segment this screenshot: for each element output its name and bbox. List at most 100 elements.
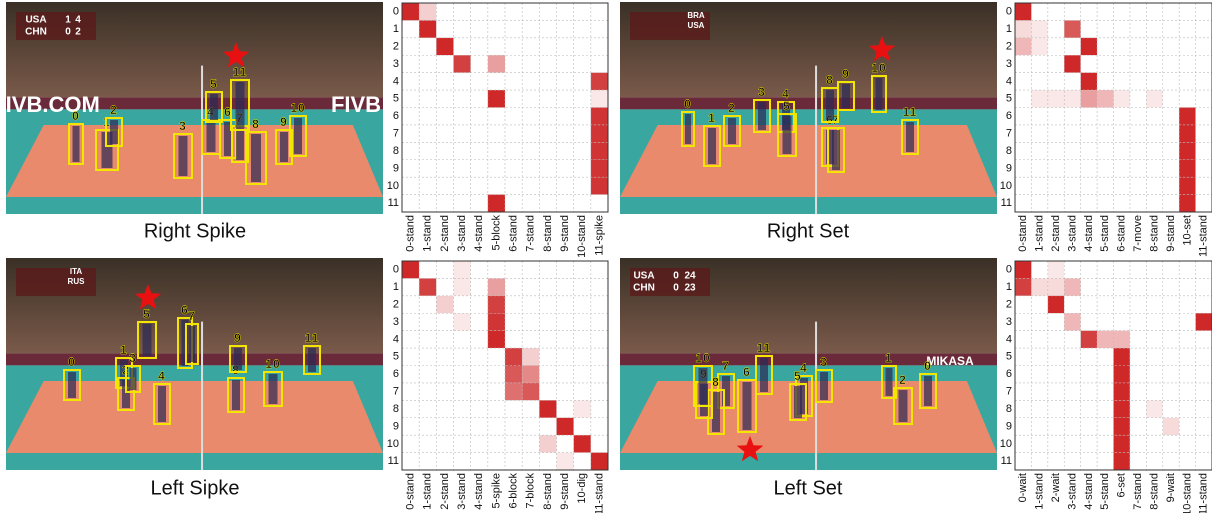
heat-cell [487, 278, 505, 296]
heat-cell [470, 3, 488, 21]
heat-cell [1047, 330, 1065, 349]
heat-cell [1015, 72, 1032, 91]
heat-cell [402, 435, 420, 453]
player-box [815, 369, 833, 403]
heat-cell [1047, 107, 1065, 125]
row-label: 7 [393, 128, 399, 140]
heat-cell [522, 417, 540, 436]
row-label: 7 [393, 386, 399, 398]
player-box [105, 117, 123, 147]
heat-cell [419, 330, 437, 349]
heat-cell [522, 330, 540, 349]
heat-cell [505, 159, 523, 178]
player-id: 6 [826, 113, 834, 127]
heat-cell [487, 417, 505, 436]
heat-cell [1146, 261, 1163, 279]
heat-cell [556, 37, 574, 56]
heat-cell [1113, 20, 1130, 38]
row-label: 2 [393, 298, 399, 310]
heat-cell [1031, 194, 1048, 212]
player-body [708, 128, 716, 164]
heat-cell [590, 124, 608, 143]
player-box [777, 113, 797, 157]
heat-cell [1097, 72, 1114, 91]
player-box [275, 129, 293, 165]
heat-cell [402, 400, 420, 418]
row-label: 5 [393, 93, 399, 105]
heat-cell [539, 295, 557, 314]
heat-cell [522, 72, 540, 91]
player-body [68, 372, 76, 398]
heat-cell [1097, 261, 1114, 279]
heat-cell [505, 55, 523, 73]
player-id: 3 [758, 85, 766, 99]
heat-cell [436, 295, 454, 314]
overlay-text: 0 [673, 283, 679, 294]
heatmap-frame [401, 260, 609, 471]
col-label: 0-stand [404, 473, 416, 510]
player-box [827, 127, 845, 173]
heat-cell [436, 382, 454, 401]
player-box [693, 365, 713, 407]
heat-cell [573, 194, 591, 212]
heat-cell [1113, 3, 1130, 21]
heat-cell [1113, 177, 1130, 195]
heat-cell [522, 37, 540, 56]
heat-cell [470, 295, 488, 314]
heat-cell [1162, 194, 1180, 212]
heat-cell [590, 400, 608, 418]
col-label: 2-stand [439, 215, 451, 252]
col-label: 3-stand [456, 215, 468, 252]
heat-cell [419, 37, 437, 56]
heat-cell [539, 348, 557, 366]
overlay-text: 24 [684, 271, 696, 282]
heat-cell [522, 3, 540, 21]
heat-cell [453, 90, 471, 108]
heat-cell [1129, 417, 1147, 436]
player-body [906, 122, 914, 152]
heat-cell [1064, 348, 1081, 366]
heat-cell [573, 313, 591, 331]
player-body [110, 120, 118, 144]
heat-cell [487, 348, 505, 366]
heat-cell [505, 124, 523, 143]
heat-cell [1097, 37, 1114, 56]
row-label: 6 [1006, 368, 1012, 380]
player-body [251, 134, 261, 182]
overlay-text: 1 [65, 15, 71, 26]
heat-cell [1146, 3, 1163, 21]
heat-cell [419, 3, 437, 21]
heat-cell [1047, 261, 1065, 279]
heat-cell [1031, 124, 1048, 143]
heat-cell [1047, 20, 1065, 38]
heat-cell [1179, 452, 1196, 470]
heat-cell [487, 365, 505, 383]
heat-cell [539, 382, 557, 401]
overlay-text: USA [25, 15, 46, 26]
heat-cell [1015, 348, 1032, 366]
heat-cell [1031, 55, 1048, 73]
caption: Right Set [767, 220, 850, 242]
heat-cell [1047, 295, 1065, 314]
heat-cell [1129, 107, 1147, 125]
heat-cell [1080, 3, 1098, 21]
heat-cell [453, 107, 471, 125]
player-id: 6 [743, 365, 751, 379]
heat-cell [1146, 382, 1163, 401]
player-body [120, 360, 128, 386]
heat-cell [1146, 452, 1163, 470]
heat-cell [1064, 107, 1081, 125]
overlay-text: ITA [70, 267, 83, 276]
player-body [698, 368, 708, 404]
player-id: 7 [722, 359, 730, 373]
col-label: 11-spike [593, 215, 605, 256]
heat-cell [539, 177, 557, 195]
heat-cell [1162, 142, 1180, 160]
heat-cell [487, 72, 505, 91]
heat-cell [470, 20, 488, 38]
player-id: 6 [181, 303, 189, 317]
heat-cell [505, 177, 523, 195]
col-label: 7-stand [1132, 473, 1144, 510]
heat-cell [1031, 400, 1048, 418]
heat-cell [1129, 330, 1147, 349]
